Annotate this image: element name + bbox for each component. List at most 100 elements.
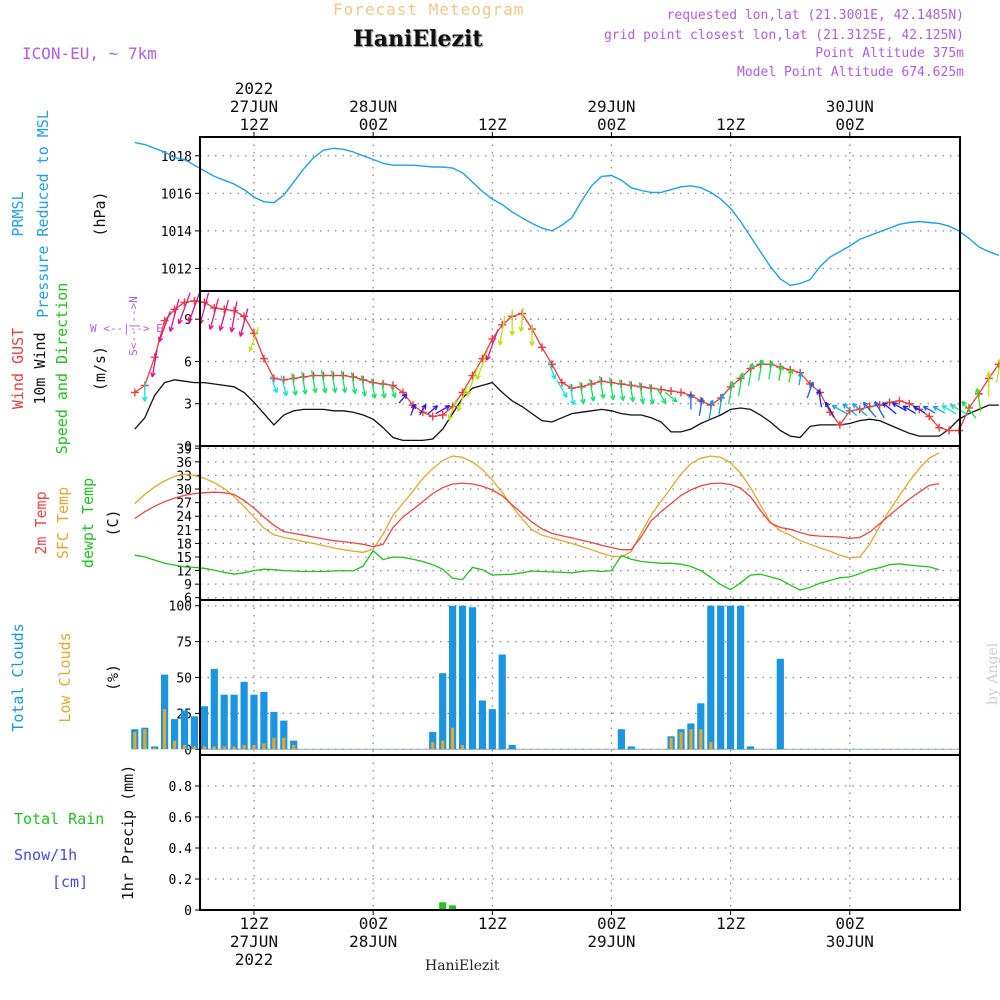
- low-cloud-bar: [182, 745, 187, 750]
- wind-arrow: [340, 370, 346, 393]
- y-tick-label-precip: 0.8: [169, 780, 192, 795]
- wind-arrow: [628, 380, 634, 402]
- wind-arrow-head: [391, 392, 397, 398]
- wind-arrow: [419, 404, 427, 416]
- wind-arrow: [831, 404, 848, 415]
- compass-we: W <--|--> E: [90, 322, 163, 335]
- total-cloud-bar: [458, 605, 467, 750]
- wind-arrow: [718, 393, 724, 415]
- wind-arrow-head: [518, 326, 525, 332]
- low-cloud-bar: [689, 729, 693, 750]
- wind-arrow: [892, 402, 907, 412]
- gust-marker: [945, 426, 954, 435]
- total-cloud-bar: [171, 719, 179, 750]
- bottom-time-label: 00Z: [835, 914, 864, 933]
- wind-arrow-head: [986, 371, 992, 377]
- wind-axis-label: 10m Wind: [31, 332, 49, 404]
- wind-arrow-head: [719, 393, 725, 399]
- wind-arrow: [648, 384, 654, 405]
- wind-arrow-head: [950, 404, 956, 410]
- low-cloud-bar: [272, 737, 276, 750]
- low-cloud-bar: [192, 746, 196, 750]
- wind-arrow: [486, 329, 499, 361]
- y-tick-label-temperature: 33: [176, 469, 192, 484]
- compass-ns: S<--|-->N: [127, 296, 140, 356]
- wind-arrow-head: [891, 402, 898, 408]
- gust-marker: [200, 298, 209, 307]
- top-time-label: 12Z: [478, 115, 507, 134]
- wind-arrow: [219, 299, 229, 331]
- cloud-axis-label: Total Clouds: [9, 623, 27, 731]
- panel-frame-precip: [199, 754, 961, 911]
- wind-arrow-head: [739, 372, 745, 378]
- bottom-time-label: 28JUN: [349, 932, 397, 951]
- wind-arrow: [381, 381, 386, 399]
- wind-arrow-head: [529, 341, 535, 347]
- low-cloud-bar: [669, 737, 673, 750]
- low-cloud-bar: [242, 745, 246, 750]
- wind-arrow: [664, 391, 678, 403]
- wind-arrow: [768, 361, 773, 380]
- y-tick-label-wind: 3: [184, 398, 192, 413]
- temp-axis-label: SFC Temp: [54, 487, 72, 559]
- wind-arrow-head: [787, 368, 794, 375]
- total-cloud-bar: [429, 732, 437, 750]
- wind-arrow: [270, 375, 278, 393]
- wind-arrow: [330, 370, 337, 393]
- wind-arrow: [862, 401, 877, 418]
- total-cloud-bar: [290, 740, 298, 750]
- low-cloud-bar: [282, 737, 286, 750]
- pressure-axis-label: Pressure Reduced to MSL: [34, 110, 52, 318]
- wind-arrow: [248, 327, 260, 352]
- low-cloud-bar: [232, 746, 236, 750]
- wind-arrow: [825, 401, 835, 418]
- wind-arrow: [608, 377, 615, 400]
- wind-arrow-head: [509, 330, 515, 336]
- wind-arrow: [579, 381, 585, 404]
- low-cloud-bar: [212, 746, 216, 750]
- wind-arrow: [466, 366, 479, 397]
- wind-arrow-head: [768, 360, 774, 367]
- wind-arrow: [708, 399, 714, 420]
- wind-arrow: [499, 316, 506, 346]
- wind-arrow: [932, 405, 946, 414]
- cloud-axis-label: (%): [104, 664, 122, 691]
- wind-arrow: [817, 389, 823, 408]
- wind-arrow: [169, 298, 180, 332]
- wind-arrow-head: [208, 324, 214, 330]
- total-cloud-bar: [627, 746, 635, 750]
- total-cloud-bar: [707, 605, 715, 750]
- gust-marker: [667, 387, 676, 396]
- wind-arrow-head: [444, 405, 451, 411]
- low-cloud-bar: [252, 745, 256, 750]
- wind-arrow-head: [629, 396, 636, 403]
- wind-arrow: [852, 403, 868, 417]
- requested-coords: requested lon,lat (21.3001E, 42.1485N): [666, 8, 964, 23]
- wind-arrow-head: [797, 371, 804, 378]
- total-cloud-bar: [746, 746, 755, 750]
- wind-arrow: [188, 291, 201, 323]
- gust-marker: [676, 388, 685, 397]
- low-cloud-bar: [431, 742, 435, 750]
- wind-arrow: [390, 385, 396, 398]
- wind-arrow: [976, 388, 982, 412]
- wind-arrow-head: [410, 403, 417, 410]
- wind-arrow-head: [381, 393, 387, 399]
- wind-arrow-head: [808, 381, 815, 388]
- y-tick-label-precip: 0.2: [169, 873, 192, 888]
- wind-arrow-head: [497, 340, 504, 346]
- total-cloud-bar: [280, 720, 288, 750]
- wind-arrow-head: [997, 358, 1000, 363]
- wind-arrow: [520, 307, 524, 332]
- wind-arrow-head: [341, 387, 348, 393]
- low-cloud-bar: [143, 729, 147, 750]
- total-cloud-bar: [439, 673, 447, 750]
- low-cloud-bar: [222, 746, 226, 750]
- wind-arrow-head: [238, 331, 245, 337]
- top-time-label: 29JUN: [587, 97, 635, 116]
- total-cloud-bar: [260, 691, 268, 750]
- wind-arrow: [427, 405, 438, 415]
- wind-arrow-head: [862, 401, 869, 408]
- footer-location: HaniElezit: [425, 958, 500, 974]
- product-title: Forecast Meteogram: [333, 0, 525, 19]
